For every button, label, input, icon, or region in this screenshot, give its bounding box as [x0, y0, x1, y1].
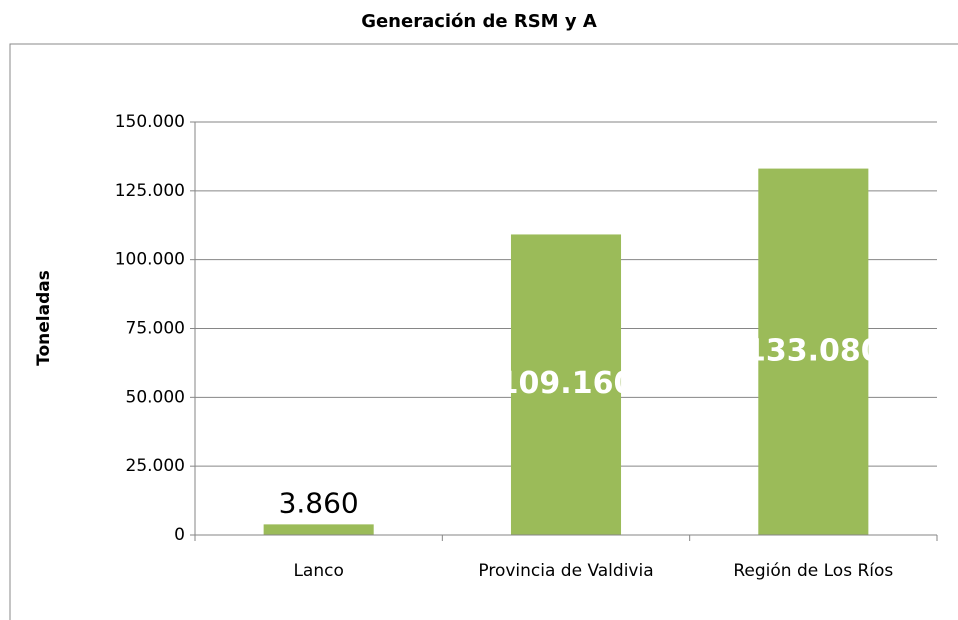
data-label: 133.080: [745, 333, 882, 368]
data-label: 109.160: [498, 366, 635, 401]
bar: [510, 234, 622, 535]
y-tick-label: 100.000: [115, 250, 185, 270]
y-tick-label: 125.000: [115, 181, 185, 201]
chart-frame: [9, 43, 958, 620]
y-tick-label: 75.000: [126, 319, 185, 339]
x-tick-label: Lanco: [293, 561, 343, 581]
y-tick-label: 50.000: [126, 387, 185, 407]
y-tick-label: 25.000: [126, 456, 185, 476]
chart-title: Generación de RSM y A: [361, 11, 597, 32]
y-tick-label: 150.000: [115, 112, 185, 132]
data-label: 3.860: [279, 486, 359, 519]
y-axis-label: Toneladas: [34, 270, 54, 366]
bar: [758, 168, 869, 535]
bar: [263, 524, 374, 535]
x-tick-label: Región de Los Ríos: [733, 561, 893, 581]
x-tick-label: Provincia de Valdivia: [478, 561, 653, 581]
y-tick-label: 0: [174, 525, 185, 545]
